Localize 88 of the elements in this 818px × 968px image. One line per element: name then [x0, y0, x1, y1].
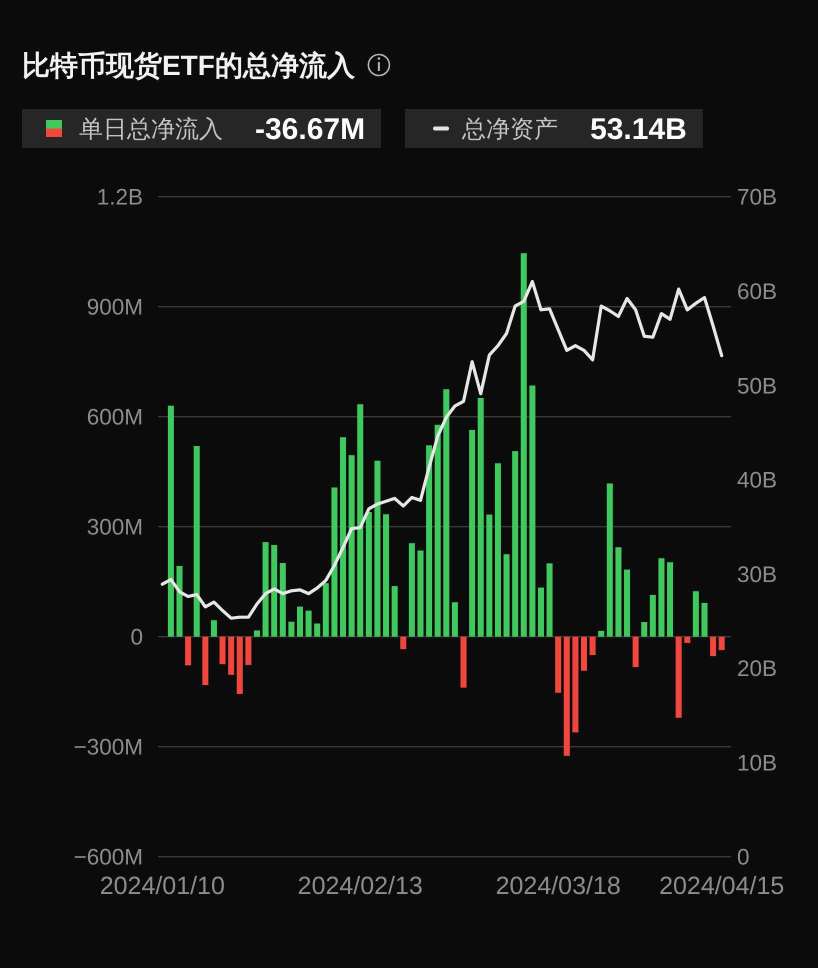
bar — [280, 563, 286, 637]
bar — [426, 445, 432, 637]
y-tick-label: 300M — [86, 514, 143, 540]
y2-tick-label: 20B — [737, 656, 778, 682]
bar — [460, 636, 467, 688]
bar — [606, 483, 613, 637]
x-tick-label: 2024/02/13 — [298, 872, 423, 900]
bar — [366, 512, 372, 637]
y2-tick-label: 10B — [737, 750, 778, 776]
legend-label: 总净资产 — [461, 116, 558, 143]
bar — [176, 566, 183, 637]
y-tick-label: −300M — [74, 734, 143, 760]
bar — [572, 636, 578, 732]
x-tick-label: 2024/01/10 — [100, 872, 225, 900]
y2-tick-label: 0 — [737, 844, 750, 870]
bar — [348, 455, 355, 637]
bar — [322, 583, 329, 637]
bar — [392, 586, 398, 637]
legend-item: 总净资产 53.14B — [405, 109, 703, 148]
y-tick-label: 0 — [130, 624, 143, 650]
y2-tick-label: 60B — [737, 278, 778, 304]
bar — [676, 636, 682, 718]
bar — [452, 602, 458, 637]
bar — [383, 514, 390, 637]
bar — [701, 602, 708, 637]
bar — [546, 563, 553, 637]
bar — [417, 550, 424, 637]
bar — [632, 636, 639, 668]
bar — [296, 606, 304, 637]
bar — [469, 430, 476, 637]
bar — [374, 460, 380, 637]
bar — [220, 636, 226, 664]
bar — [331, 487, 338, 637]
bar — [262, 542, 269, 637]
bar — [271, 545, 278, 637]
bar — [202, 636, 208, 686]
chart-title: 比特币现货ETF的总净流入 — [22, 50, 356, 81]
bar — [615, 547, 622, 637]
y-tick-label: −600M — [74, 844, 143, 870]
bar — [494, 463, 501, 637]
bar — [254, 630, 260, 637]
bar — [408, 543, 415, 637]
bar — [504, 554, 510, 637]
bar — [340, 437, 346, 637]
bar — [314, 624, 320, 637]
bar — [434, 424, 441, 637]
bar — [245, 636, 252, 665]
bar — [168, 406, 174, 637]
bar — [598, 630, 604, 637]
bar — [512, 451, 518, 637]
bar — [580, 636, 588, 671]
bar — [684, 636, 690, 643]
bar — [210, 620, 217, 637]
bar — [692, 591, 699, 637]
bar — [650, 594, 656, 637]
bar — [538, 588, 544, 637]
bar — [564, 636, 570, 756]
line-series — [160, 280, 724, 620]
y2-tick-label: 40B — [737, 468, 778, 493]
bar — [443, 389, 450, 637]
bar — [228, 636, 234, 675]
bar — [529, 386, 536, 637]
bar — [520, 253, 527, 637]
bar — [555, 636, 562, 693]
bar — [641, 622, 648, 637]
x-tick-label: 2024/04/15 — [659, 872, 784, 900]
bar — [590, 636, 596, 656]
bar — [667, 562, 674, 637]
bar — [486, 514, 492, 637]
bar — [400, 636, 406, 650]
bar — [236, 636, 243, 694]
bar — [624, 570, 630, 637]
bar — [658, 558, 664, 637]
bar — [710, 636, 716, 656]
y2-tick-label: 30B — [737, 562, 778, 587]
bar — [185, 636, 192, 666]
y-tick-label: 900M — [86, 294, 143, 320]
y-tick-label: 1.2B — [96, 184, 143, 210]
bar — [478, 398, 484, 637]
bar — [194, 446, 200, 637]
y-tick-label: 600M — [86, 404, 143, 430]
y2-tick-label: 50B — [737, 373, 778, 398]
x-tick-label: 2024/03/18 — [496, 872, 621, 900]
bar — [357, 404, 364, 637]
y2-tick-label: 70B — [737, 184, 778, 210]
bar — [306, 610, 312, 637]
bar — [718, 636, 725, 650]
bar — [288, 622, 294, 637]
